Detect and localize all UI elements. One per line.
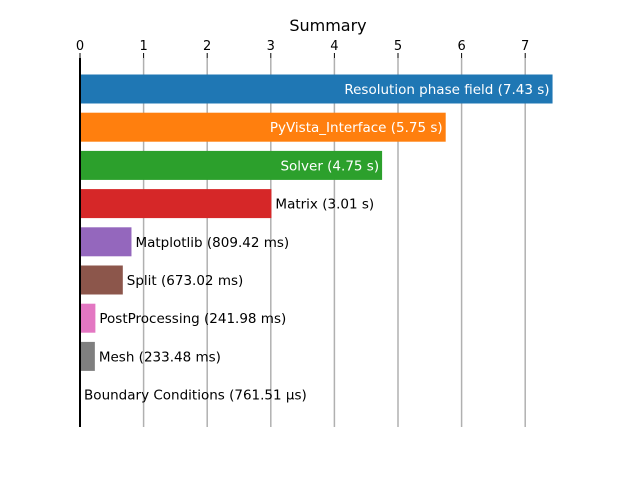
x-axis-ticks: 0 1 2 3 4 5 6 7 [76,39,529,58]
bars [80,74,553,410]
bar-labels: Resolution phase field (7.43 s) PyVista_I… [84,82,549,404]
bar-label-3: Matrix (3.01 s) [275,197,374,213]
bar-label-4: Matplotlib (809.42 ms) [135,235,289,251]
bar-2 [80,150,383,180]
bar-label-5: Split (673.02 ms) [127,273,243,289]
bar-6 [80,303,96,333]
chart-title: Summary [289,16,366,35]
bar-label-2: Solver (4.75 s) [280,158,379,174]
x-tick-label-0: 0 [76,39,84,54]
bar-label-7: Mesh (233.48 ms) [99,349,221,365]
bar-label-8: Boundary Conditions (761.51 µs) [84,388,307,404]
bar-5 [80,265,123,295]
x-tick-label-7: 7 [521,39,529,54]
x-tick-label-3: 3 [267,39,275,54]
bar-7 [80,341,95,371]
bar-0 [80,74,553,104]
bar-label-1: PyVista_Interface (5.75 s) [270,120,443,136]
x-tick-label-5: 5 [394,39,402,54]
x-tick-label-6: 6 [457,39,465,54]
bar-label-0: Resolution phase field (7.43 s) [344,82,549,98]
x-tick-label-1: 1 [139,39,147,54]
x-tick-label-4: 4 [330,39,338,54]
bar-1 [80,112,446,142]
bar-label-6: PostProcessing (241.98 ms) [99,311,286,327]
x-tick-label-2: 2 [203,39,211,54]
bar-3 [80,189,272,219]
bar-4 [80,227,132,257]
